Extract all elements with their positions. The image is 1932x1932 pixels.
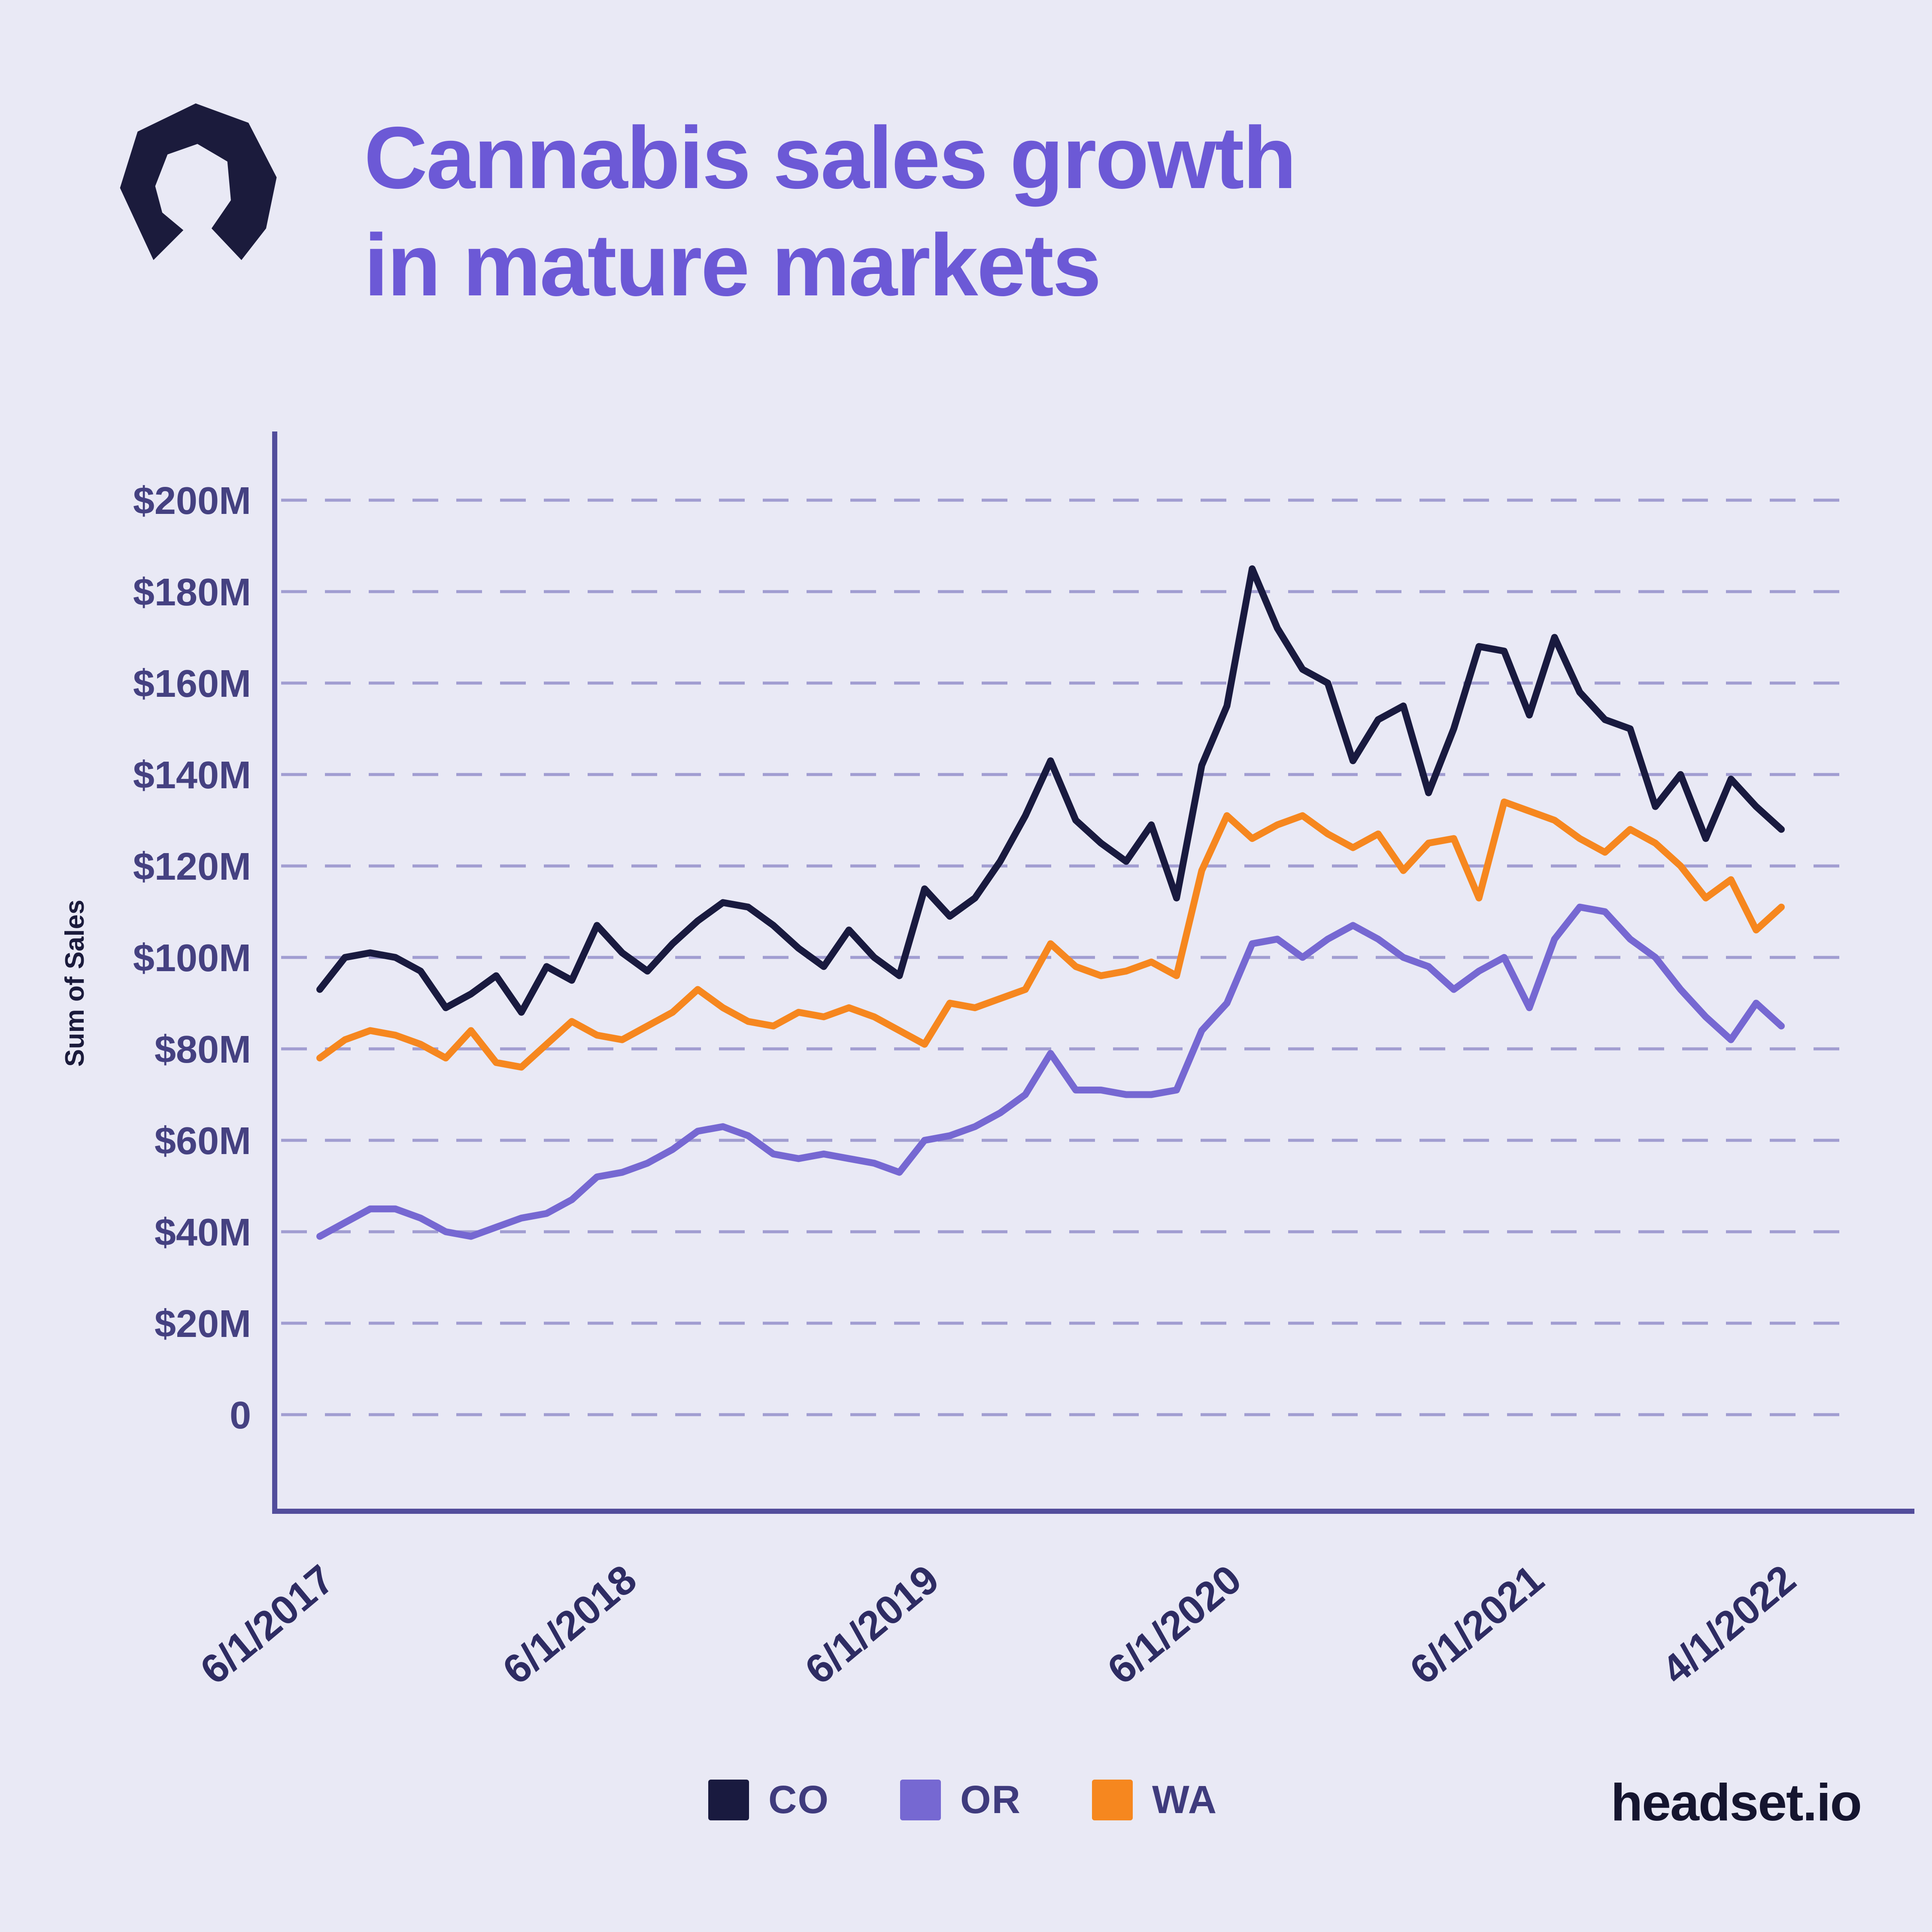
legend-swatch-wa (1092, 1780, 1133, 1820)
svg-text:$120M: $120M (133, 845, 251, 888)
legend-swatch-co (708, 1780, 749, 1820)
svg-text:6/1/2019: 6/1/2019 (797, 1556, 947, 1693)
svg-text:$180M: $180M (133, 571, 251, 614)
svg-text:$100M: $100M (133, 937, 251, 980)
page-title-line1: Cannabis sales growth (364, 109, 1297, 207)
svg-text:$140M: $140M (133, 754, 251, 797)
svg-text:$200M: $200M (133, 480, 251, 522)
legend-swatch-or (900, 1780, 941, 1820)
svg-text:0: 0 (230, 1394, 251, 1437)
legend-item-co: CO (708, 1777, 829, 1823)
chart-legend: CO OR WA (708, 1777, 1217, 1823)
legend-label-or: OR (960, 1778, 1021, 1822)
svg-text:6/1/2020: 6/1/2020 (1099, 1556, 1250, 1693)
svg-text:$40M: $40M (155, 1211, 251, 1254)
headset-logo (109, 91, 285, 278)
page-title: Cannabis sales growth in mature markets (364, 104, 1297, 319)
svg-text:$60M: $60M (155, 1120, 251, 1163)
svg-text:$160M: $160M (133, 662, 251, 705)
legend-item-or: OR (900, 1777, 1021, 1823)
svg-text:$80M: $80M (155, 1028, 251, 1071)
legend-label-wa: WA (1152, 1778, 1218, 1822)
headset-logo-icon (120, 103, 277, 260)
svg-text:6/1/2017: 6/1/2017 (192, 1556, 343, 1693)
legend-label-co: CO (768, 1778, 829, 1822)
svg-text:$20M: $20M (155, 1303, 251, 1346)
svg-text:6/1/2021: 6/1/2021 (1401, 1556, 1552, 1693)
svg-text:6/1/2018: 6/1/2018 (494, 1556, 645, 1693)
page-title-line2: in mature markets (364, 216, 1101, 315)
y-axis-title: Sum of Sales (60, 899, 90, 1066)
svg-text:4/1/2022: 4/1/2022 (1653, 1556, 1804, 1693)
legend-item-wa: WA (1092, 1777, 1217, 1823)
brand-wordmark: headset.io (1611, 1773, 1862, 1832)
